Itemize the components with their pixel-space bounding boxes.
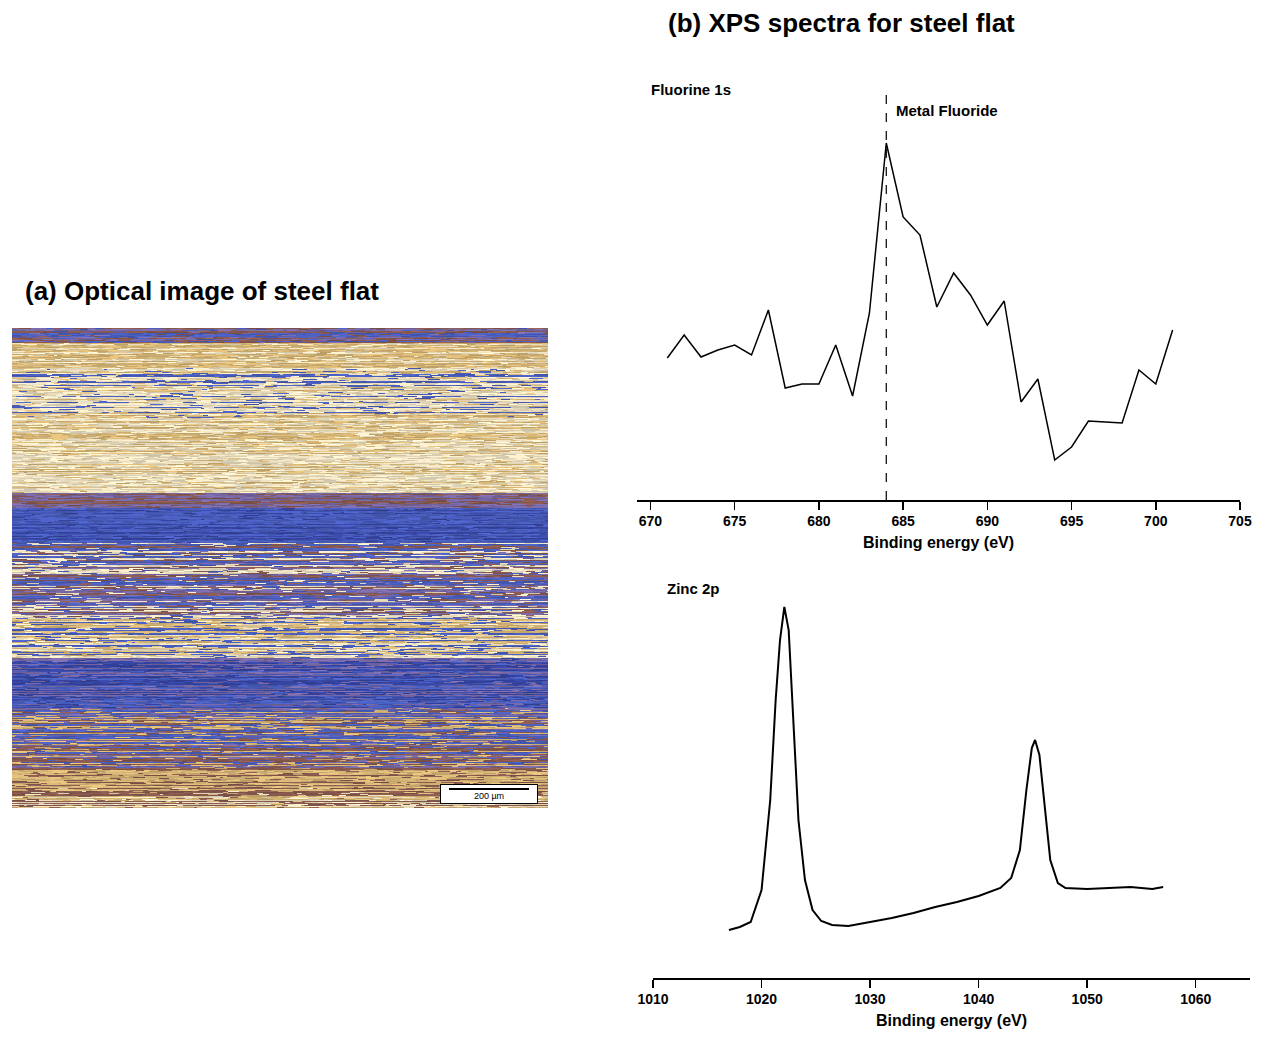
svg-text:1060: 1060: [1180, 991, 1211, 1007]
svg-text:1040: 1040: [963, 991, 994, 1007]
html-text:200 µm: 200 µm: [473, 791, 505, 801]
svg-text:Binding energy (eV): Binding energy (eV): [876, 1012, 1027, 1029]
svg-text:705: 705: [1228, 513, 1252, 529]
svg-text:Fluorine 1s: Fluorine 1s: [651, 81, 731, 98]
html-text:(a) Optical image of steel fla: (a) Optical image of steel flat: [25, 276, 379, 306]
svg-text:700: 700: [1144, 513, 1168, 529]
svg-text:680: 680: [807, 513, 831, 529]
svg-text:670: 670: [639, 513, 663, 529]
svg-text:695: 695: [1060, 513, 1084, 529]
svg-text:685: 685: [891, 513, 915, 529]
svg-text:690: 690: [976, 513, 1000, 529]
svg-text:1030: 1030: [855, 991, 886, 1007]
svg-text:1010: 1010: [637, 991, 668, 1007]
svg-text:Metal Fluoride: Metal Fluoride: [896, 102, 998, 119]
svg-text:1050: 1050: [1072, 991, 1103, 1007]
html-text:(b) XPS spectra for steel flat: (b) XPS spectra for steel flat: [668, 8, 1015, 38]
svg-text:1020: 1020: [746, 991, 777, 1007]
svg-text:Binding energy (eV): Binding energy (eV): [863, 534, 1014, 551]
svg-text:Zinc 2p: Zinc 2p: [667, 580, 720, 597]
svg-text:675: 675: [723, 513, 747, 529]
